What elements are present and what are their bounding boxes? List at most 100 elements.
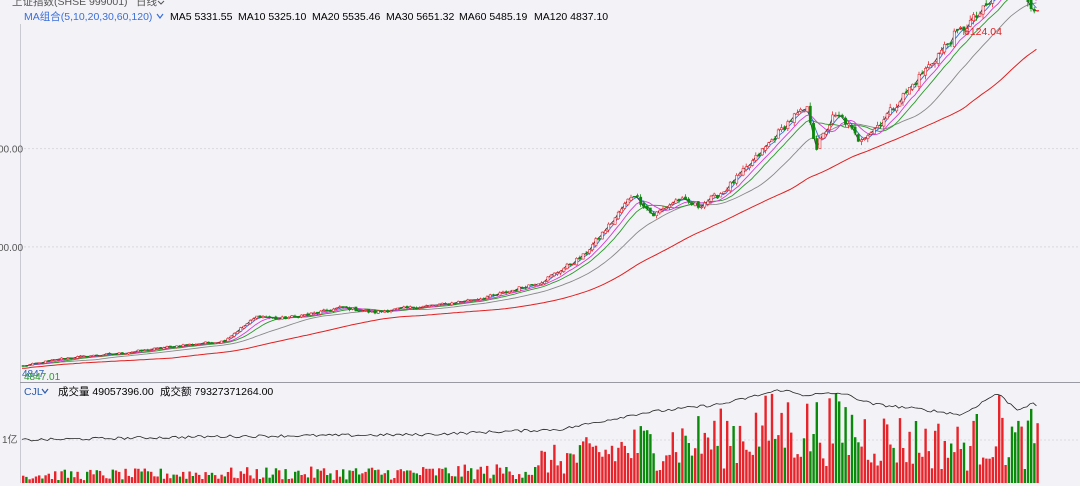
- candlestick: [466, 298, 470, 302]
- volume-bar: [607, 454, 610, 483]
- volume-bar: [674, 452, 678, 483]
- candlestick: [341, 306, 345, 309]
- candlestick: [991, 0, 995, 8]
- volume-bar: [694, 448, 697, 483]
- candlestick: [386, 309, 390, 313]
- candlestick: [808, 102, 812, 126]
- volume-bar: [383, 473, 386, 483]
- candlestick: [815, 135, 819, 151]
- candlestick: [767, 141, 771, 147]
- period-label[interactable]: 日线: [136, 0, 157, 8]
- volume-bar: [518, 474, 521, 483]
- volume-bar: [630, 458, 633, 483]
- candlestick: [687, 197, 691, 204]
- candlestick: [786, 119, 790, 131]
- candlestick: [946, 43, 950, 49]
- volume-bar: [274, 468, 278, 483]
- volume-bar: [802, 438, 806, 483]
- ma-group-label[interactable]: MA组合(5,10,20,30,60,120): [24, 10, 152, 23]
- candlestick: [402, 305, 406, 309]
- volume-bar: [748, 451, 751, 483]
- candlestick: [239, 326, 243, 333]
- candlestick: [357, 309, 361, 312]
- candlestick: [972, 12, 975, 25]
- volume-bar: [940, 469, 943, 483]
- volume-bar: [130, 477, 134, 483]
- volume-bar: [524, 471, 527, 483]
- volume-bar: [783, 447, 786, 483]
- volume-bar: [214, 475, 217, 483]
- candlestick: [898, 100, 902, 107]
- ma-group-dropdown-icon[interactable]: [156, 13, 164, 19]
- candlestick: [98, 355, 102, 357]
- volume-bar: [902, 448, 905, 483]
- volume-bar: [530, 474, 534, 483]
- volume-bar: [598, 452, 601, 483]
- candlestick: [492, 293, 495, 297]
- candlestick: [1026, 0, 1030, 7]
- candlestick: [837, 111, 841, 119]
- volume-bar: [294, 471, 297, 483]
- volume-bar: [796, 454, 799, 483]
- volume-bar: [799, 456, 802, 483]
- volume-indicator-dropdown-icon[interactable]: [41, 388, 49, 394]
- candlestick: [834, 112, 838, 118]
- candlestick: [949, 41, 953, 48]
- candlestick: [472, 299, 476, 301]
- volume-bar: [700, 453, 703, 483]
- volume-bar: [284, 469, 287, 483]
- volume-bar: [332, 479, 335, 483]
- volume-bar: [959, 449, 962, 483]
- volume-bar: [575, 462, 578, 483]
- volume-bar: [706, 437, 710, 483]
- candlestick: [101, 354, 105, 357]
- candlestick: [332, 307, 335, 313]
- volume-bar: [281, 479, 284, 483]
- volume-bar: [380, 474, 383, 483]
- volume-bar: [31, 478, 34, 483]
- volume-indicator-label[interactable]: CJL: [24, 386, 43, 398]
- volume-bar: [57, 480, 60, 483]
- period-dropdown-icon[interactable]: [157, 0, 165, 5]
- volume-bar: [678, 462, 681, 483]
- candlestick: [140, 349, 143, 352]
- candlestick: [376, 310, 380, 314]
- candlestick: [706, 199, 710, 207]
- candlestick: [680, 196, 684, 200]
- volume-bar: [252, 478, 255, 483]
- volume-bar: [751, 454, 754, 483]
- volume-bar: [255, 469, 258, 483]
- volume-bar: [386, 470, 390, 483]
- candlestick: [194, 343, 198, 346]
- candlestick: [927, 61, 931, 69]
- volume-bar: [559, 461, 562, 483]
- candlestick: [370, 310, 374, 313]
- candlestick: [828, 124, 831, 134]
- volume-bar: [738, 425, 742, 483]
- candlestick: [527, 284, 531, 289]
- candlestick: [757, 152, 761, 158]
- volume-bar: [684, 435, 687, 483]
- candlestick: [780, 124, 783, 132]
- candlestick: [719, 192, 723, 198]
- candlestick: [732, 179, 735, 185]
- candlestick: [895, 103, 899, 113]
- volume-bar: [105, 478, 108, 483]
- candlestick: [172, 346, 175, 348]
- candlestick: [748, 164, 751, 171]
- candlestick: [581, 253, 585, 260]
- volume-bar: [441, 468, 444, 483]
- volume-bar: [457, 466, 460, 483]
- volume-bar: [978, 464, 982, 483]
- volume-bar: [233, 477, 236, 483]
- candlestick: [431, 304, 435, 307]
- candlestick: [789, 119, 793, 122]
- volume-bar: [1004, 465, 1007, 483]
- candlestick: [146, 348, 150, 352]
- candlestick: [284, 316, 287, 320]
- volume-bar: [806, 403, 809, 483]
- legend-ma10: MA10 5325.10: [238, 11, 306, 23]
- candlestick: [636, 193, 639, 198]
- candlestick: [476, 298, 479, 301]
